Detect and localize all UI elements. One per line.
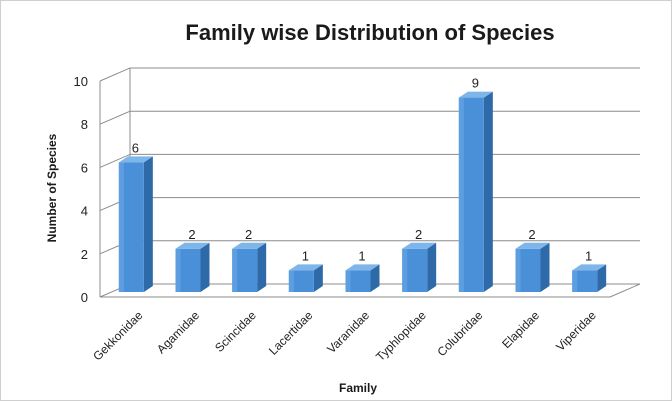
y-tick-labels: 0 2 4 6 8 10 (74, 74, 88, 305)
bar-side (483, 91, 493, 292)
bar (572, 270, 598, 292)
bar-highlight (118, 162, 124, 292)
bars (118, 91, 607, 292)
bar-side (200, 242, 210, 292)
bar-top (175, 242, 210, 249)
data-label: 2 (188, 227, 195, 242)
data-label: 6 (132, 140, 139, 155)
chart-title: Family wise Distribution of Species (185, 20, 554, 45)
y-tick-label: 10 (74, 74, 88, 89)
bar-top (572, 264, 607, 271)
x-tick-labels: Gekkonidae Agamidae Scincidae Lacertidae Var… (90, 308, 599, 364)
data-label: 9 (472, 76, 479, 91)
bar-side (597, 264, 607, 292)
gridline-side (99, 153, 131, 168)
bar-highlight (175, 248, 181, 292)
bar-highlight (402, 248, 408, 292)
data-label: 2 (245, 227, 252, 242)
bar-top (288, 264, 323, 271)
x-tick-label: Colubridae (435, 308, 486, 359)
bar-side (540, 242, 550, 292)
x-tick-label: Typhlopidae (373, 308, 429, 364)
y-tick-label: 2 (81, 247, 88, 262)
bar-top (232, 242, 267, 249)
bar-side (370, 264, 380, 292)
x-tick-label: Agamidae (154, 308, 202, 356)
bar-top (118, 156, 153, 163)
x-tick-label: Viperidae (553, 308, 599, 354)
x-tick-label: Gekkonidae (90, 308, 145, 363)
floor-right-edge (609, 283, 641, 298)
bar-side (313, 264, 323, 292)
data-label: 1 (302, 248, 309, 263)
bar-top (458, 91, 493, 98)
y-tick-label: 8 (81, 117, 88, 132)
y-axis-title: Number of Species (45, 133, 59, 242)
x-tick-label: Elapidae (499, 308, 542, 351)
data-label: 1 (358, 248, 365, 263)
bar-top (515, 242, 550, 249)
y-tick-label: 6 (81, 160, 88, 175)
x-axis-title: Family (339, 381, 377, 395)
bar-highlight (345, 270, 351, 292)
bar-highlight (288, 270, 294, 292)
bar-side (427, 242, 437, 292)
data-label: 2 (528, 227, 535, 242)
bar-side (257, 242, 267, 292)
bar-highlight (232, 248, 238, 292)
x-tick-label: Varanidae (324, 308, 372, 356)
bar-highlight (515, 248, 521, 292)
bar (288, 270, 314, 292)
gridline-side (99, 110, 131, 125)
bar-highlight (458, 97, 464, 292)
bar-side (143, 156, 153, 292)
bar-top (402, 242, 437, 249)
gridline-side (99, 67, 131, 82)
x-tick-label: Scincidae (212, 308, 259, 355)
y-tick-label: 4 (81, 204, 88, 219)
data-label: 2 (415, 227, 422, 242)
data-labels: 6 2 2 1 1 2 9 2 1 (132, 76, 593, 264)
bar-top (345, 264, 380, 271)
data-label: 1 (585, 248, 592, 263)
x-tick-label: Lacertidae (266, 308, 316, 358)
bar (345, 270, 371, 292)
bar-highlight (572, 270, 578, 292)
y-tick-label: 0 (81, 290, 88, 305)
